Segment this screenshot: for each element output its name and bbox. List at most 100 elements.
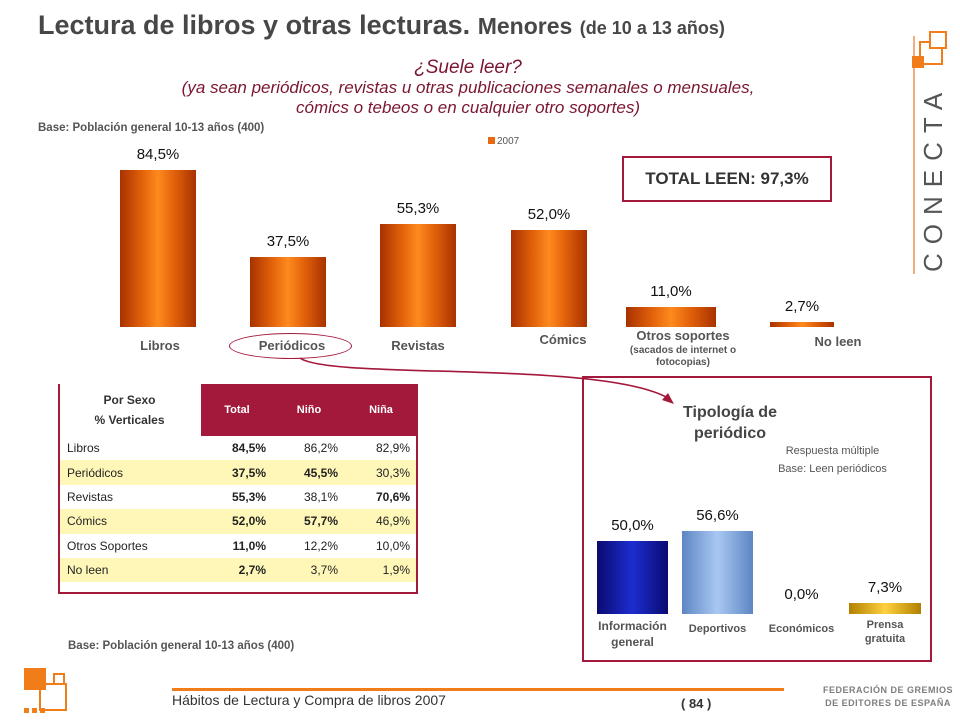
title-age: (de 10 a 13 años) <box>579 18 725 38</box>
category-label: Revistas <box>391 338 445 353</box>
typology-bar <box>597 540 668 614</box>
cell-total: 52,0% <box>201 509 273 534</box>
typology-value-label: 56,6% <box>696 506 739 524</box>
sex-breakdown-table: Por Sexo % Verticales Total Niño Niña Li… <box>58 384 417 583</box>
typology-note-2: Base: Leen periódicos <box>778 463 887 475</box>
table-row: Periódicos 37,5% 45,5% 30,3% <box>58 460 417 485</box>
page-title: Lectura de libros y otras lecturas. Meno… <box>38 10 725 41</box>
value-label: 55,3% <box>396 200 440 218</box>
typology-notes: Respuesta múltiple Base: Leen periódicos <box>750 442 915 478</box>
table-row: Cómics 52,0% 57,7% 46,9% <box>58 509 417 534</box>
col-header-total: Total <box>201 384 273 436</box>
bar-revistas <box>380 224 456 327</box>
bar-periódicos <box>250 257 326 327</box>
cell-total: 55,3% <box>231 489 266 504</box>
value-label: 2,7% <box>784 297 820 315</box>
typology-value-label: 0,0% <box>784 586 819 603</box>
connector-path <box>299 357 669 399</box>
typology-category-label: Información general <box>598 619 667 649</box>
cell-nina: 70,6% <box>375 489 410 504</box>
category-label: Cómics <box>539 332 587 347</box>
row-label: Periódicos <box>58 460 201 485</box>
value-label: 37,5% <box>266 233 310 251</box>
typology-panel <box>582 376 932 662</box>
brand-square-3 <box>912 56 924 68</box>
col-header-nina: Niña <box>345 384 417 436</box>
footer-square-1 <box>24 668 46 690</box>
total-leen-box: TOTAL LEEN: 97,3% <box>622 156 832 202</box>
survey-question: ¿Suele leer? (ya sean periódicos, revist… <box>0 58 936 118</box>
base-note-bottom: Base: Población general 10-13 años (400) <box>68 640 295 652</box>
chart-legend: 2007 <box>488 136 519 147</box>
federation-line-1: FEDERACIÓN DE GREMIOS <box>822 685 953 695</box>
typology-bar <box>849 603 921 614</box>
question-line-3: cómics o tebeos o en cualquier otro sopo… <box>296 98 640 117</box>
periodicos-highlight-oval <box>229 333 352 359</box>
category-note: fotocopias) <box>656 357 710 368</box>
cell-total: 2,7% <box>201 557 273 583</box>
brand-square-2 <box>929 31 947 49</box>
row-label: Libros <box>67 441 100 456</box>
federation-logo: FEDERACIÓN DE GREMIOS DE EDITORES DE ESP… <box>818 684 958 710</box>
row-label: Revistas <box>67 489 114 504</box>
category-note: (sacados de internet o <box>629 345 737 356</box>
legend-label: 2007 <box>497 136 520 147</box>
typology-title: Tipología de periódico <box>683 404 777 442</box>
bar-otros-soportes <box>626 306 716 327</box>
table-row-title: Por Sexo <box>103 393 156 407</box>
footer-logo <box>24 668 67 713</box>
base-note-top: Base: Población general 10-13 años (400) <box>38 122 265 134</box>
row-label: Otros Soportes <box>67 538 148 553</box>
cell-total: 84,5% <box>231 441 266 456</box>
title-main: Lectura de libros y otras lecturas. <box>38 10 471 40</box>
table-row: Revistas 55,3% 38,1% 70,6% <box>58 485 417 509</box>
footer-dot-2 <box>32 708 37 713</box>
typology-category-label: Deportivos <box>688 623 747 635</box>
col-header-nino: Niño <box>273 384 345 436</box>
cell-nino: 3,7% <box>273 557 345 583</box>
typology-note-1: Respuesta múltiple <box>785 445 880 457</box>
title-sub: Menores <box>477 13 573 39</box>
value-label: 84,5% <box>136 145 180 163</box>
cell-nina: 1,9% <box>345 557 417 583</box>
question-line-2: (ya sean periódicos, revistas u otras pu… <box>181 78 755 97</box>
conecta-logo: CONECTA <box>912 31 948 274</box>
footer-text: Hábitos de Lectura y Compra de libros 20… <box>172 692 446 708</box>
bar-cómics <box>511 230 587 327</box>
bar-no-leen <box>770 321 834 327</box>
value-label: 11,0% <box>650 282 692 300</box>
cell-nino: 86,2% <box>303 441 338 456</box>
typology-category-label: Económicos <box>768 623 835 635</box>
footer-dot-1 <box>24 708 29 713</box>
row-label: Cómics <box>58 509 201 534</box>
cell-nina: 30,3% <box>345 460 417 485</box>
cell-total: 11,0% <box>232 538 266 553</box>
table-row: No leen 2,7% 3,7% 1,9% <box>58 557 417 583</box>
cell-nino: 38,1% <box>303 489 338 504</box>
brand-wordmark: CONECTA <box>918 84 948 272</box>
page-number: ( 84 ) <box>681 696 712 711</box>
category-label: Libros <box>140 338 180 353</box>
footer-dot-3 <box>40 708 45 713</box>
cell-nina: 10,0% <box>375 538 410 553</box>
main-bar-chart: 84,5% Libros 37,5% Periódicos 55,3% Revistas 5… <box>120 145 862 368</box>
cell-nina: 82,9% <box>375 441 410 456</box>
question-line-1: ¿Suele leer? <box>414 57 522 78</box>
typology-value-label: 7,3% <box>867 579 903 597</box>
category-label: No leen <box>814 334 862 349</box>
bar-libros <box>120 169 196 327</box>
typology-bar <box>682 530 753 614</box>
cell-nina: 46,9% <box>345 509 417 534</box>
table-frame <box>58 384 418 594</box>
federation-line-2: DE EDITORES DE ESPAÑA <box>825 698 951 708</box>
footer-square-3 <box>53 673 65 685</box>
cell-nino: 12,2% <box>303 538 338 553</box>
table-row-subtitle: % Verticales <box>94 413 165 427</box>
table-row: Libros 84,5% 86,2% 82,9% <box>58 436 417 460</box>
row-label: No leen <box>58 557 201 583</box>
table-header-label: Por Sexo % Verticales <box>58 384 201 436</box>
value-label: 52,0% <box>527 206 571 224</box>
cell-nino: 57,7% <box>273 509 345 534</box>
